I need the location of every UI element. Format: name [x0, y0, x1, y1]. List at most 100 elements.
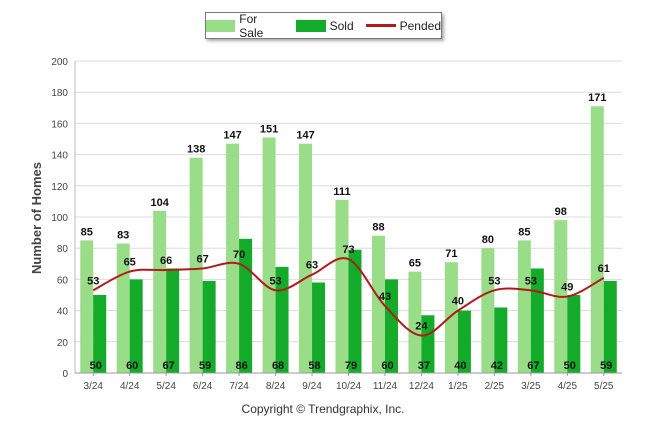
sold-value-label: 50 [90, 360, 102, 372]
y-tick-label: 100 [51, 213, 68, 224]
pended-value-label: 67 [197, 253, 209, 265]
bar-for-sale [517, 240, 531, 373]
bar-for-sale [481, 248, 495, 373]
for-sale-swatch-icon [206, 19, 236, 32]
bar-sold [129, 279, 143, 373]
bar-sold [384, 279, 398, 373]
y-tick-label: 120 [51, 182, 68, 193]
bar-for-sale [80, 240, 94, 373]
y-axis-title: Number of Homes [29, 162, 44, 274]
x-tick-label: 3/24 [83, 381, 103, 392]
bar-sold [239, 238, 253, 373]
for-sale-value-label: 171 [588, 92, 606, 104]
sold-value-label: 86 [235, 360, 247, 372]
x-tick-label: 11/24 [373, 381, 398, 392]
bar-sold [494, 307, 508, 373]
bar-sold [312, 282, 326, 373]
pended-value-label: 49 [561, 282, 573, 294]
bar-for-sale [153, 210, 167, 373]
x-tick-label: 2/25 [485, 381, 505, 392]
pended-line-icon [365, 24, 396, 27]
bar-sold [202, 280, 216, 373]
bar-sold [603, 280, 617, 373]
sold-value-label: 40 [454, 360, 466, 372]
pended-value-label: 65 [124, 257, 136, 269]
for-sale-value-label: 147 [296, 130, 314, 142]
pended-value-label: 24 [415, 321, 428, 333]
bar-for-sale [371, 235, 385, 373]
bar-for-sale [590, 106, 604, 374]
pended-value-label: 53 [87, 275, 99, 287]
bar-sold [567, 295, 581, 373]
sold-value-label: 42 [491, 360, 503, 372]
pended-value-label: 70 [233, 249, 245, 261]
x-tick-label: 4/25 [558, 381, 578, 392]
pended-value-label: 61 [598, 263, 610, 275]
legend-item-for-sale: For Sale [206, 12, 284, 40]
bar-sold [275, 266, 289, 373]
sold-value-label: 67 [527, 360, 539, 372]
x-tick-label: 8/24 [266, 381, 286, 392]
legend: For Sale Sold Pended [205, 12, 442, 40]
pended-value-label: 40 [452, 296, 464, 308]
x-tick-label: 5/24 [156, 381, 176, 392]
sold-value-label: 68 [272, 360, 284, 372]
sold-value-label: 37 [418, 360, 430, 372]
bar-for-sale [189, 157, 203, 373]
bar-sold [166, 268, 180, 373]
x-tick-label: 9/24 [302, 381, 322, 392]
x-tick-label: 1/25 [448, 381, 468, 392]
for-sale-value-label: 85 [81, 226, 93, 238]
bar-sold [348, 249, 362, 373]
pended-value-label: 63 [306, 260, 318, 272]
x-axis: 3/24 4/24 5/24 6/24 7/24 8/24 9/24 10/24 11/24 12… [75, 372, 622, 392]
pended-value-label: 73 [342, 244, 354, 256]
y-axis: 0 20 40 60 80 100 120 140 160 180 200 [51, 57, 76, 380]
pended-value-label: 66 [160, 255, 172, 267]
sold-value-label: 58 [308, 360, 320, 372]
for-sale-value-label: 111 [333, 186, 350, 198]
sold-value-label: 60 [126, 360, 138, 372]
sold-swatch-icon [295, 19, 326, 32]
for-sale-value-label: 83 [117, 230, 129, 242]
for-sale-value-label: 147 [223, 130, 241, 142]
x-tick-label: 12/24 [409, 381, 434, 392]
bar-sold [421, 315, 435, 373]
pended-value-label: 53 [525, 275, 537, 287]
for-sale-value-label: 65 [409, 258, 421, 270]
legend-item-pended: Pended [365, 18, 441, 33]
legend-label-for-sale: For Sale [239, 11, 264, 40]
x-tick-label: 7/24 [229, 381, 249, 392]
bar-for-sale [262, 137, 276, 373]
legend-item-sold: Sold [295, 18, 354, 33]
copyright-text: Copyright © Trendgraphix, Inc. [241, 402, 405, 416]
bar-for-sale [335, 199, 349, 373]
pended-value-label: 43 [379, 291, 391, 303]
sold-value-label: 50 [564, 360, 576, 372]
x-tick-label: 4/24 [120, 381, 140, 392]
y-tick-label: 180 [51, 88, 68, 99]
bar-for-sale [299, 143, 313, 373]
y-tick-label: 20 [57, 338, 69, 349]
legend-label-sold: Sold [329, 18, 354, 33]
x-tick-label: 10/24 [336, 381, 361, 392]
for-sale-value-label: 88 [372, 222, 384, 234]
y-tick-label: 140 [51, 151, 68, 162]
bar-for-sale [226, 143, 240, 373]
sold-value-label: 79 [345, 360, 357, 372]
for-sale-value-label: 71 [445, 248, 457, 260]
for-sale-value-label: 98 [555, 206, 567, 218]
y-tick-label: 0 [62, 369, 68, 380]
y-tick-label: 60 [57, 275, 69, 286]
y-tick-label: 80 [57, 244, 69, 255]
pended-line-layer [92, 257, 605, 337]
sold-value-label: 60 [381, 360, 393, 372]
bar-sold [93, 295, 107, 373]
pended-line [92, 257, 605, 337]
y-tick-label: 200 [51, 57, 68, 68]
for-sale-value-label: 138 [187, 144, 205, 156]
for-sale-value-label: 80 [482, 234, 494, 246]
legend-label-pended: Pended [399, 18, 441, 33]
for-sale-value-label: 85 [518, 226, 530, 238]
